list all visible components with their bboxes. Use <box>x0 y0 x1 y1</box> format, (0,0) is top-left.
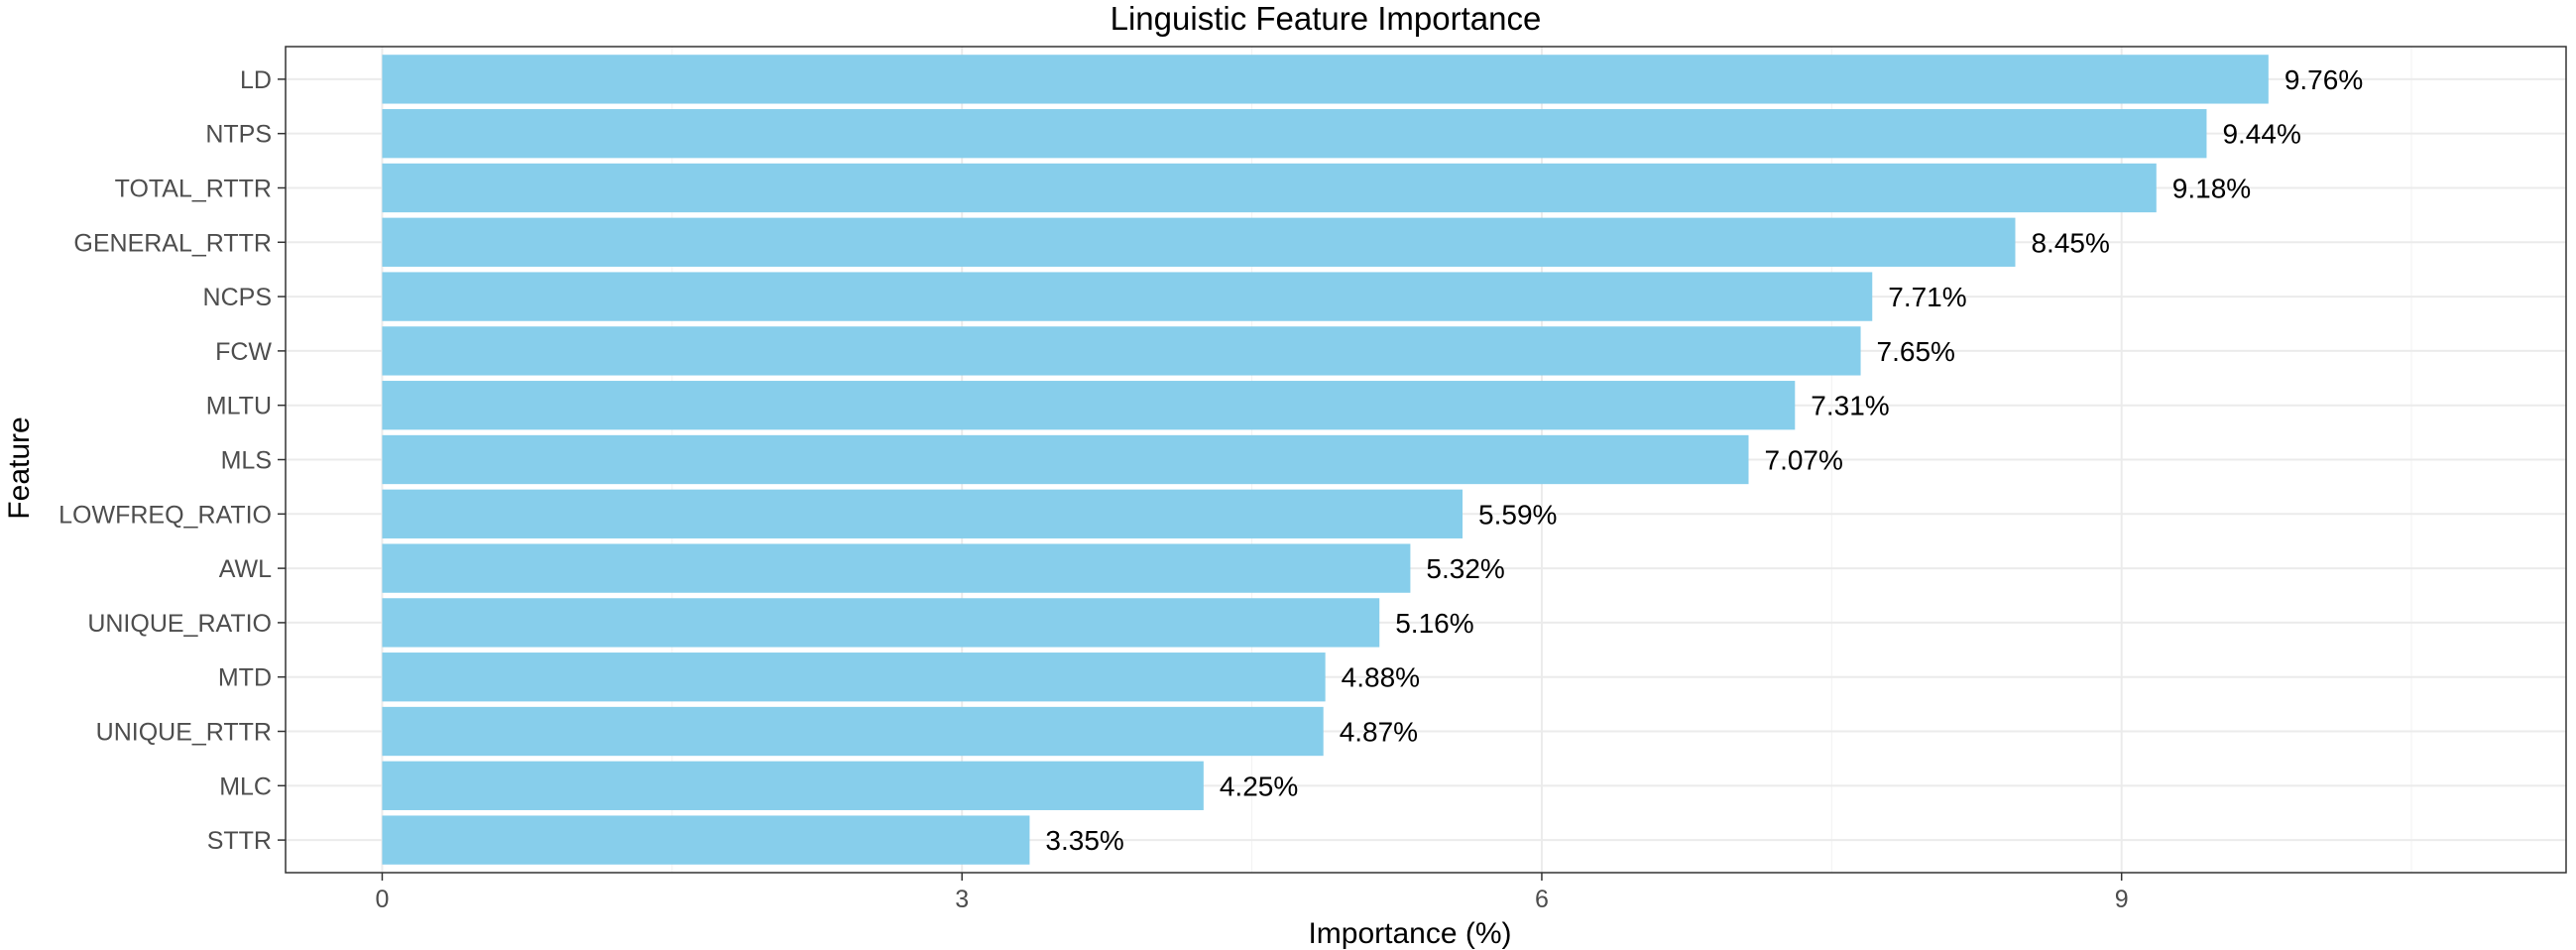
bar <box>382 653 1326 702</box>
bar <box>382 598 1380 648</box>
y-tick-label: UNIQUE_RATIO <box>87 610 272 638</box>
x-axis-title: Importance (%) <box>1308 917 1511 950</box>
y-tick-label: NTPS <box>205 121 272 149</box>
bar <box>382 489 1464 538</box>
bar <box>382 815 1030 865</box>
data-label: 3.35% <box>1045 825 1123 856</box>
bar <box>382 109 2207 159</box>
x-tick-label: 3 <box>955 886 969 913</box>
y-tick-label: MLC <box>219 772 272 800</box>
bar <box>382 761 1204 810</box>
y-tick-label: MTD <box>218 664 272 692</box>
y-tick-label: NCPS <box>203 284 272 311</box>
y-tick-label: TOTAL_RTTR <box>115 175 272 202</box>
bar <box>382 163 2157 213</box>
bar <box>382 217 2016 267</box>
y-tick-label: LD <box>240 66 272 94</box>
bar <box>382 543 1411 593</box>
data-label: 5.32% <box>1426 553 1504 584</box>
y-tick-label: GENERAL_RTTR <box>73 229 272 257</box>
y-tick-label: LOWFREQ_RATIO <box>59 501 272 529</box>
y-tick-label: UNIQUE_RTTR <box>96 719 272 747</box>
data-label: 5.16% <box>1395 608 1473 639</box>
y-tick-label: MLTU <box>206 393 272 420</box>
bar <box>382 434 1749 485</box>
x-tick-label: 9 <box>2115 886 2129 913</box>
data-label: 4.87% <box>1340 717 1418 748</box>
chart-title: Linguistic Feature Importance <box>1111 0 1542 37</box>
data-label: 9.18% <box>2172 173 2251 203</box>
x-tick-label: 0 <box>376 886 390 913</box>
y-axis: LD NTPS TOTAL_RTTR GENERAL_RTTR NCPS FCW MLTU M… <box>59 66 286 855</box>
data-label: 5.59% <box>1478 499 1557 530</box>
data-label: 9.44% <box>2222 119 2300 150</box>
y-tick-label: MLS <box>221 447 272 475</box>
data-label: 9.76% <box>2284 64 2363 95</box>
bar <box>382 381 1796 430</box>
data-label: 7.31% <box>1811 391 1889 421</box>
x-axis: 0 3 6 9 <box>376 873 2129 913</box>
y-tick-label: AWL <box>219 555 272 583</box>
data-label: 7.07% <box>1765 445 1843 476</box>
data-label: 4.25% <box>1220 771 1298 801</box>
y-tick-label: STTR <box>207 827 272 855</box>
x-tick-label: 6 <box>1535 886 1549 913</box>
bar <box>382 706 1324 757</box>
bar <box>382 272 1873 321</box>
bar <box>382 326 1861 376</box>
data-label: 7.71% <box>1888 282 1966 312</box>
data-label: 7.65% <box>1877 336 1955 367</box>
bar <box>382 55 2269 104</box>
data-labels: 9.76% 9.44% 9.18% 8.45% 7.71% 7.65% 7.31% 7.07%… <box>1045 64 2363 856</box>
y-tick-label: FCW <box>215 338 272 366</box>
y-axis-title: Feature <box>3 416 36 519</box>
data-label: 4.88% <box>1342 662 1420 693</box>
bars <box>382 55 2269 865</box>
data-label: 8.45% <box>2031 227 2109 258</box>
